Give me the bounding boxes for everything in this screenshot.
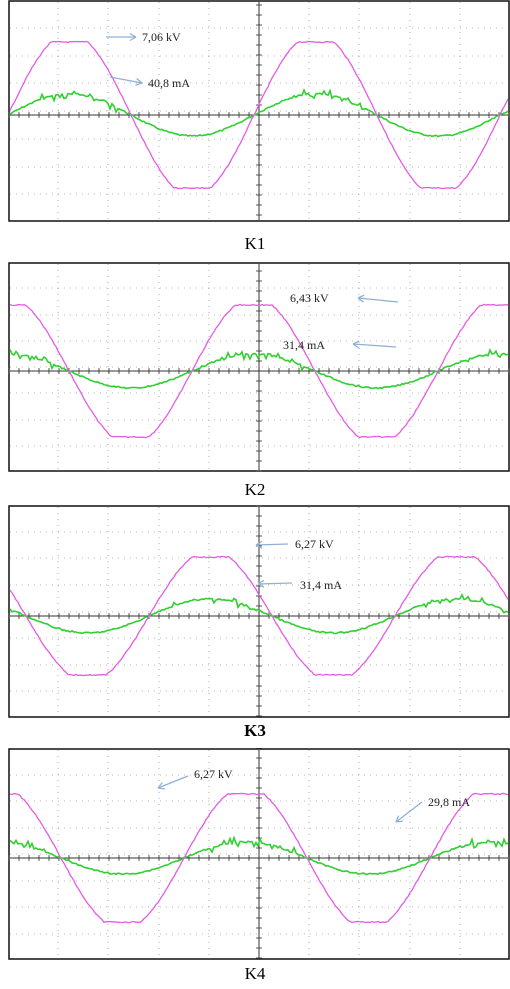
caption-k4: K4	[244, 964, 266, 983]
scope-plot-k4: 6,27 kV 29,8 mA	[8, 748, 510, 960]
voltage-value-label: 6,27 kV	[194, 767, 233, 781]
voltage-trace	[9, 40, 509, 190]
annotation-arrow	[395, 801, 423, 823]
annotation-arrow	[257, 582, 293, 585]
annotation-arrow	[352, 343, 397, 348]
annotation-arrow	[255, 543, 289, 546]
scope-plot-k3: 6,27 kV 31,4 mA	[8, 505, 510, 718]
arrowhead-icon	[135, 78, 143, 86]
caption-k3: K3	[244, 721, 266, 740]
arrowhead-icon	[255, 540, 263, 549]
current-annotation: 29,8 mA	[395, 795, 470, 823]
annotation-arrow	[157, 775, 189, 789]
current-trace	[9, 87, 509, 138]
voltage-annotation: 6,27 kV	[157, 767, 233, 790]
arrowhead-icon	[352, 340, 360, 349]
voltage-annotation: 6,27 kV	[255, 537, 334, 551]
voltage-trace	[9, 792, 509, 924]
scope-axes	[8, 748, 510, 959]
caption-k2: K2	[244, 480, 266, 499]
current-annotation: 31,4 mA	[283, 338, 397, 352]
scope-plot-k2: 6,43 kV 31,4 mA	[8, 262, 510, 472]
caption-k1: K1	[244, 234, 266, 253]
voltage-value-label: 6,43 kV	[290, 291, 329, 305]
arrowhead-icon	[357, 294, 365, 303]
scope-axes	[8, 2, 510, 220]
arrowhead-icon	[257, 579, 265, 588]
arrowhead-icon	[395, 815, 403, 823]
scope-axes	[8, 505, 510, 717]
current-value-label: 31,4 mA	[283, 338, 325, 352]
current-value-label: 29,8 mA	[428, 795, 470, 809]
voltage-value-label: 7,06 kV	[142, 30, 181, 44]
arrowhead-icon	[129, 32, 137, 42]
current-annotation: 40,8 mA	[109, 76, 190, 90]
current-trace	[9, 348, 509, 390]
voltage-annotation: 6,43 kV	[290, 291, 399, 305]
current-value-label: 40,8 mA	[148, 76, 190, 90]
annotation-arrow	[357, 297, 399, 303]
current-value-label: 31,4 mA	[300, 578, 342, 592]
annotation-arrow	[109, 76, 143, 84]
current-trace	[9, 835, 509, 876]
scope-axes	[8, 264, 510, 472]
arrowhead-icon	[157, 782, 165, 790]
voltage-trace	[9, 555, 509, 677]
voltage-annotation: 7,06 kV	[106, 30, 181, 44]
current-annotation: 31,4 mA	[257, 578, 342, 592]
voltage-value-label: 6,27 kV	[295, 537, 334, 551]
current-trace	[9, 593, 509, 635]
scope-plot-k1: 7,06 kV 40,8 mA	[8, 0, 510, 222]
voltage-trace	[9, 303, 508, 439]
